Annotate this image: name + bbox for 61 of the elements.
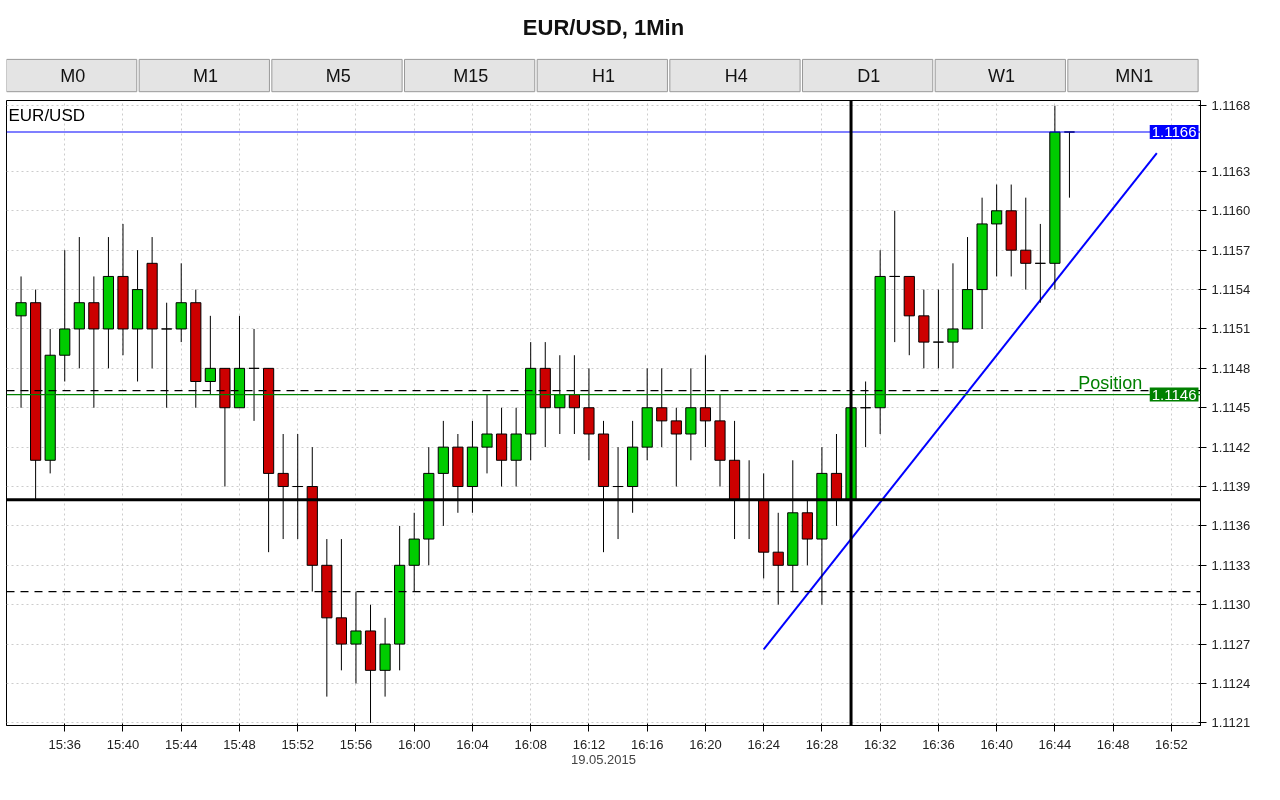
y-tick-label: 1.1139 — [1211, 479, 1251, 495]
candlestick — [481, 394, 493, 474]
text: M0 — [60, 65, 86, 86]
y-tick-label: 1.1157 — [1211, 242, 1251, 258]
ref-line-label: 1.1146 — [1151, 385, 1197, 403]
x-tick-label: 15:40 — [106, 736, 140, 752]
y-tick-label: 1.1142 — [1211, 439, 1251, 455]
x-tick-label: 15:52 — [281, 736, 314, 752]
x-tick-label: 16:04 — [456, 736, 489, 752]
candlestick — [1020, 197, 1032, 291]
annotation: EUR/USD — [8, 105, 86, 125]
annotation: Position — [1078, 372, 1143, 393]
x-tick-label: 16:36 — [922, 736, 955, 752]
candlestick — [656, 367, 668, 448]
x-tick-label: 16:48 — [1096, 736, 1130, 752]
text: H1 — [592, 65, 616, 86]
x-tick-label: 15:48 — [223, 736, 256, 752]
text: W1 — [988, 65, 1015, 86]
chart-title: EUR/USD, 1Min — [522, 14, 685, 40]
candlestick — [670, 407, 682, 488]
x-axis-title: 19.05.2015 — [570, 751, 637, 767]
y-tick-label: 1.1133 — [1211, 557, 1251, 573]
y-tick-label: 1.1145 — [1211, 400, 1251, 416]
x-tick-label: 16:20 — [689, 736, 722, 752]
x-tick-label: 15:56 — [339, 736, 373, 752]
ref-line-label: 1.1166 — [1151, 123, 1197, 141]
x-tick-label: 15:36 — [48, 736, 82, 752]
text: D1 — [857, 65, 881, 86]
y-tick-label: 1.1151 — [1211, 321, 1251, 337]
x-tick-label: 16:28 — [805, 736, 839, 752]
y-tick-label: 1.1168 — [1211, 98, 1251, 114]
y-tick-label: 1.1127 — [1211, 636, 1251, 652]
y-tick-label: 1.1136 — [1211, 518, 1251, 534]
x-tick-label: 15:44 — [164, 736, 198, 752]
y-tick-label: 1.1121 — [1211, 715, 1251, 731]
candlestick — [991, 184, 1003, 277]
y-tick-label: 1.1148 — [1211, 360, 1251, 376]
y-tick-label: 1.1130 — [1211, 597, 1251, 613]
x-tick-label: 16:44 — [1038, 736, 1072, 752]
x-tick-label: 16:32 — [863, 736, 897, 752]
x-tick-label: 16:16 — [630, 736, 664, 752]
text: M1 — [193, 65, 219, 86]
y-tick-label: 1.1124 — [1211, 675, 1251, 691]
x-tick-label: 16:24 — [747, 736, 780, 752]
x-tick-label: 16:40 — [980, 736, 1013, 752]
candlestick — [1034, 223, 1046, 304]
text: M5 — [325, 65, 351, 86]
candlestick — [889, 210, 901, 343]
candlestick — [350, 591, 362, 684]
y-tick-label: 1.1154 — [1211, 282, 1251, 298]
x-tick-label: 16:00 — [397, 736, 431, 752]
candlestick — [947, 262, 959, 369]
y-tick-label: 1.1163 — [1211, 163, 1251, 179]
x-tick-label: 16:12 — [572, 736, 606, 752]
candlestick — [932, 289, 944, 369]
x-tick-label: 16:52 — [1155, 736, 1188, 752]
text: M15 — [453, 65, 489, 86]
x-tick-label: 16:08 — [514, 736, 547, 752]
text: MN1 — [1115, 65, 1154, 86]
y-tick-label: 1.1160 — [1211, 203, 1251, 219]
text: H4 — [724, 65, 748, 86]
